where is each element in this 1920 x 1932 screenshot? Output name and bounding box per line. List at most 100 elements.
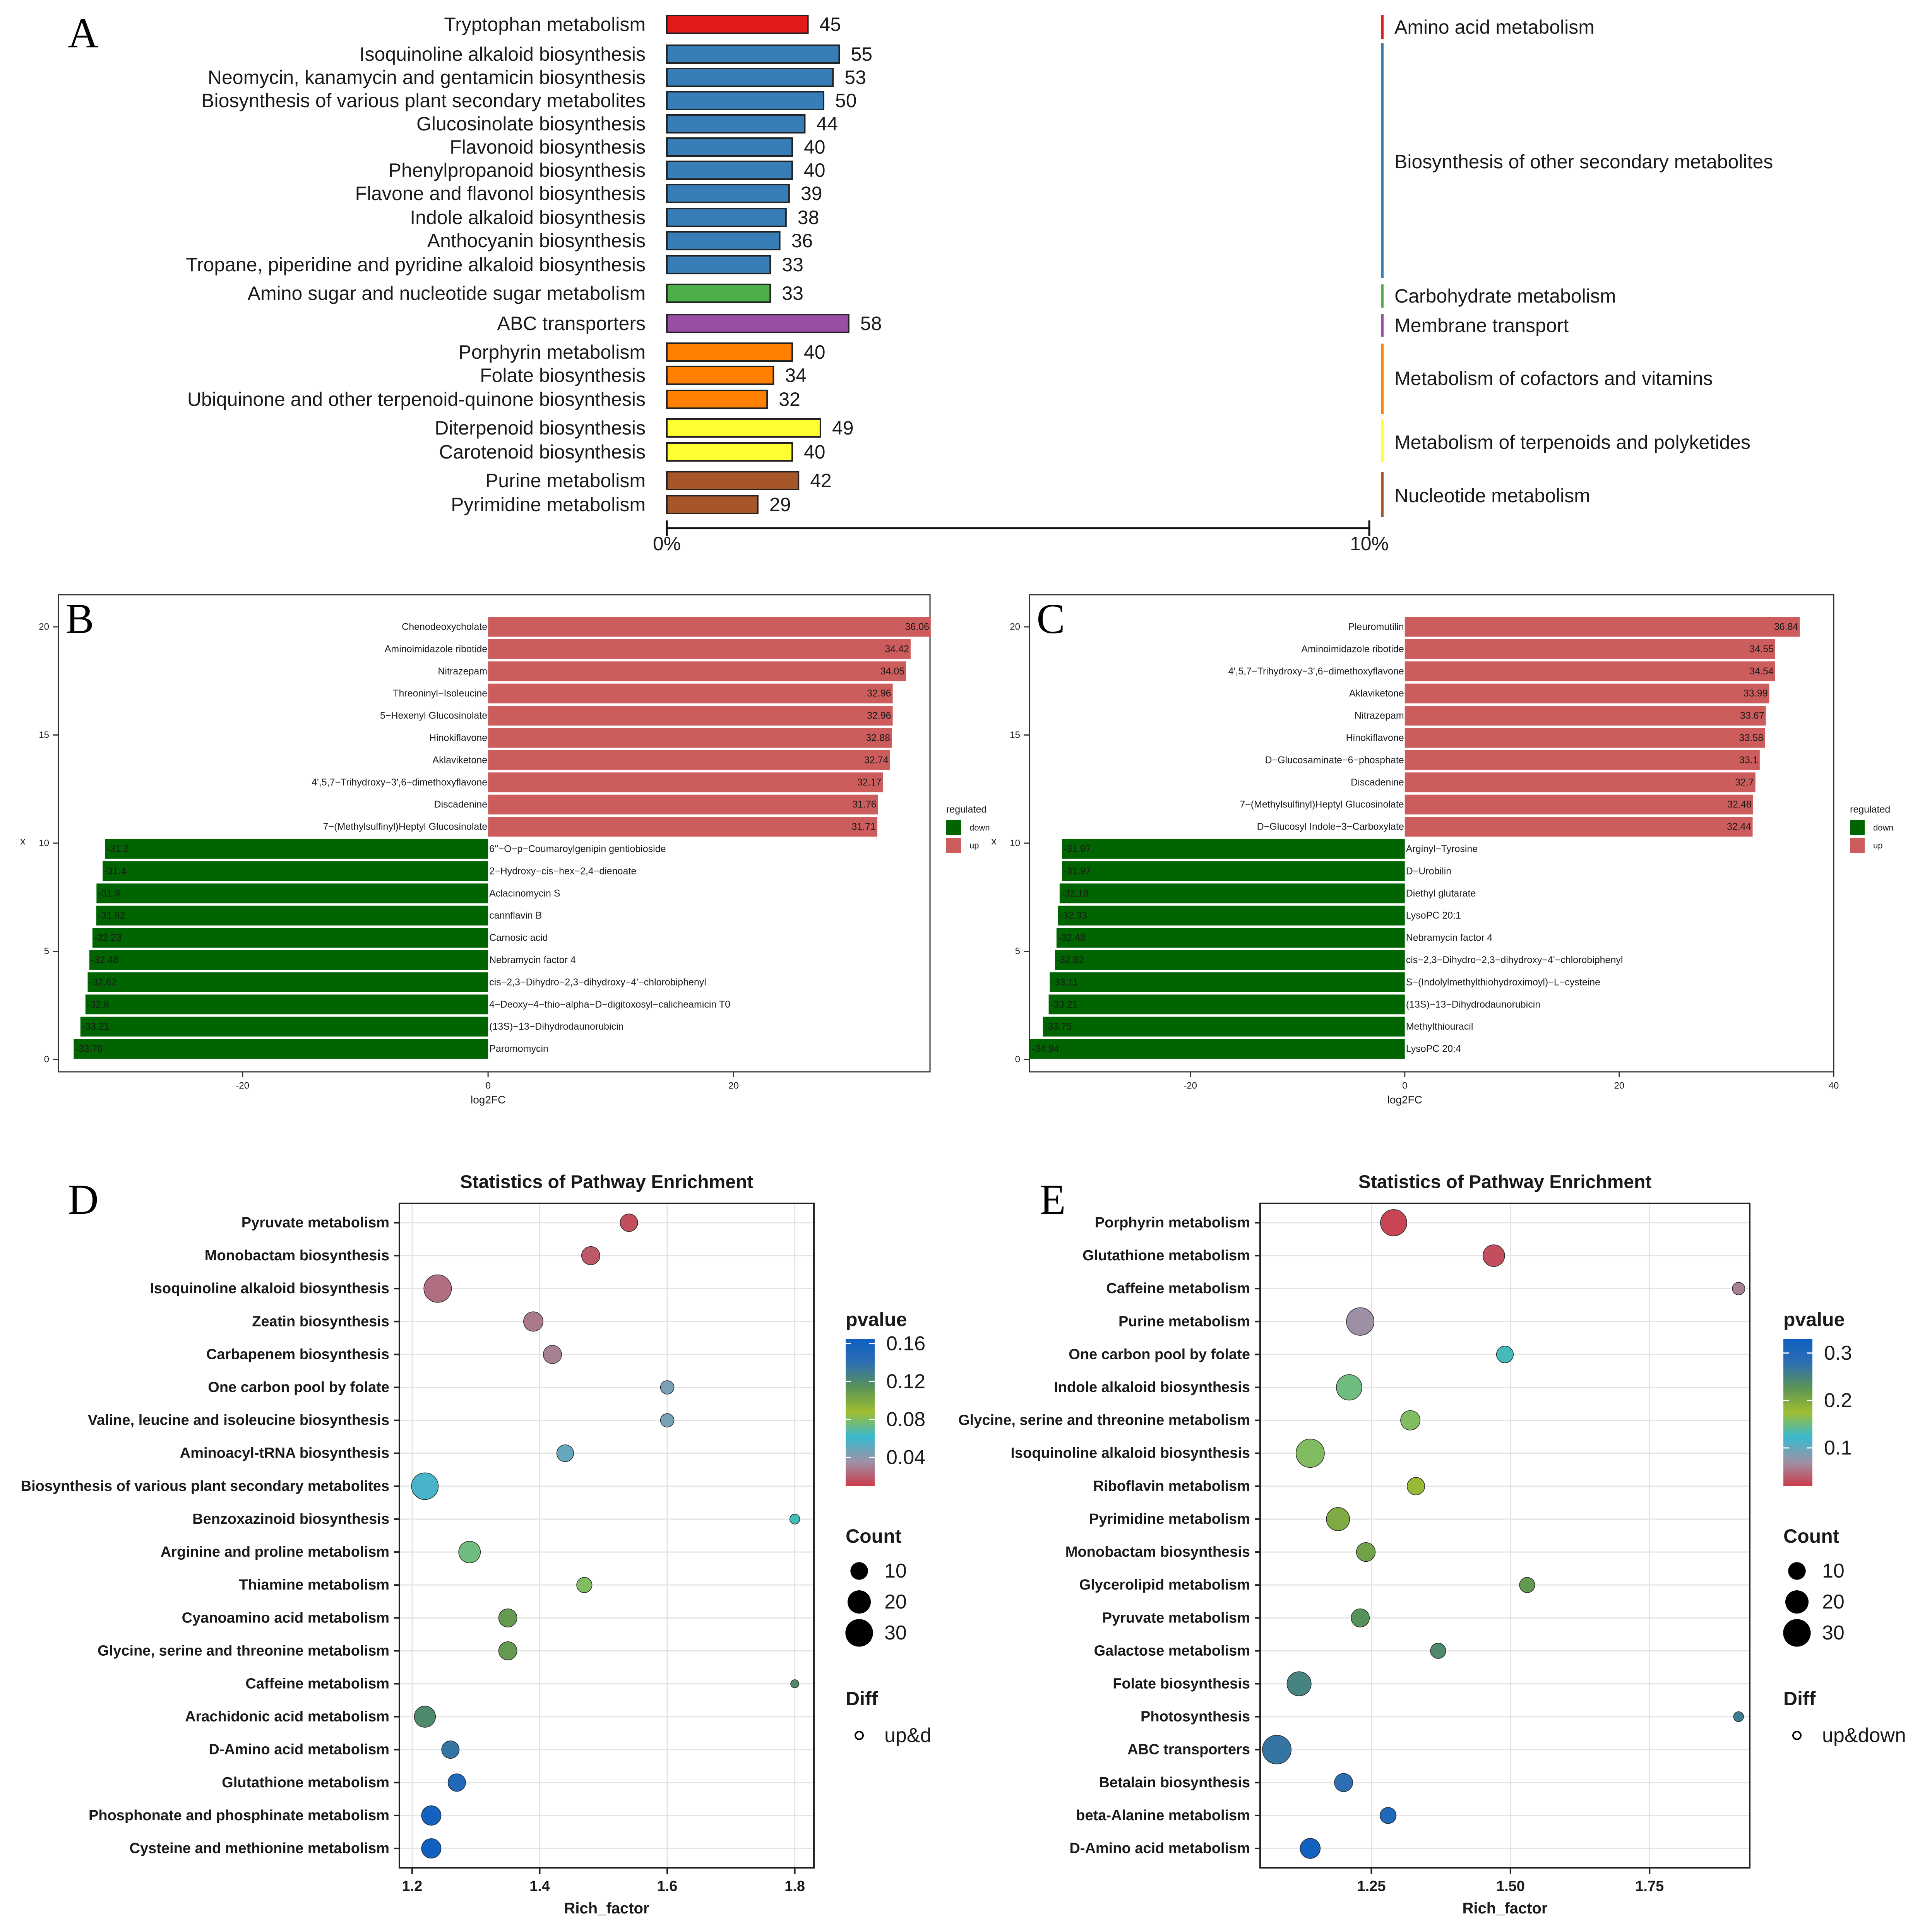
up-bar-hinokiflavone xyxy=(1404,728,1765,748)
plot-border xyxy=(399,1203,815,1869)
y-category-label: Benzoxazinoid biosynthesis xyxy=(192,1511,389,1527)
bar-category-label: ABC transporters xyxy=(497,313,646,334)
up-bar-threoninyl-isoleucine xyxy=(488,683,893,703)
legend-title: regulated xyxy=(1850,804,1890,815)
up-bar-value: 31.71 xyxy=(851,821,876,832)
up-bar-value: 33.58 xyxy=(1739,732,1764,743)
bar-category-label: Flavonoid biosynthesis xyxy=(450,136,646,158)
point-aminoacyl-trna-biosynthesis xyxy=(556,1444,574,1462)
down-bar-label: 4−Deoxy−4−thio−alpha−D−digitoxosyl−calic… xyxy=(489,999,730,1010)
up-bar-value: 32.44 xyxy=(1727,821,1751,832)
legend-size-dot-30 xyxy=(845,1619,873,1647)
bar-value-label: 34 xyxy=(785,364,807,386)
point-abc-transporters xyxy=(1262,1735,1292,1764)
legend-size-label: 10 xyxy=(1822,1560,1845,1582)
group-label: Amino acid metabolism xyxy=(1394,16,1595,38)
legend-shape-label: up&d xyxy=(884,1724,931,1747)
down-bar-label: (13S)−13−Dihydrodaunorubicin xyxy=(1406,999,1540,1010)
down-bar-label: 6''−O−p−Coumaroylgenipin gentiobioside xyxy=(489,844,666,854)
up-bar-discadenine xyxy=(1404,772,1756,792)
bar-value-label: 50 xyxy=(835,90,857,111)
down-bar-carnosic-acid xyxy=(92,928,488,948)
bar-category-label: Neomycin, kanamycin and gentamicin biosy… xyxy=(208,67,646,88)
up-bar-value: 32.96 xyxy=(867,710,891,721)
up-bar-label: Threoninyl−Isoleucine xyxy=(393,688,487,699)
down-bar-label: Aclacinomycin S xyxy=(489,888,560,899)
down-bar-value: -33.75 xyxy=(1045,1021,1072,1032)
panel-b: B 0 5 10 15 20 -20 0 20 log2FC x Chenodeoxycholate 3… xyxy=(21,594,990,1106)
bar-value-label: 33 xyxy=(782,254,803,276)
y-category-label: Cyanoamino acid metabolism xyxy=(182,1610,389,1626)
up-bar-label: D−Glucosyl Indole−3−Carboxylate xyxy=(1257,821,1404,832)
down-bar-value: -32.8 xyxy=(87,999,109,1010)
bar-value-label: 29 xyxy=(769,494,791,515)
bar-value-label: 39 xyxy=(801,183,822,204)
bar-category-label: Folate biosynthesis xyxy=(480,364,646,386)
down-bar-arginyl-tyrosine xyxy=(1062,839,1405,859)
up-bar-value: 34.05 xyxy=(880,666,905,677)
bar-isoquinoline-alkaloid-biosynthesis xyxy=(666,44,840,64)
y-category-label: One carbon pool by folate xyxy=(208,1379,389,1396)
bar-tropane-piperidine-and-pyridine-alkaloid-biosynthesis xyxy=(666,255,771,274)
y-category-label: D-Amino acid metabolism xyxy=(209,1742,389,1758)
y-category-label: Biosynthesis of various plant secondary … xyxy=(21,1478,389,1494)
point-thiamine-metabolism xyxy=(576,1577,593,1593)
y-category-label: Carbapenem biosynthesis xyxy=(206,1346,389,1362)
point-monobactam-biosynthesis xyxy=(1356,1542,1376,1562)
up-bar-nitrazepam xyxy=(488,661,906,681)
bar-value-label: 40 xyxy=(804,159,826,181)
y-category-label: One carbon pool by folate xyxy=(1069,1346,1250,1362)
down-bar-label: Methylthiouracil xyxy=(1406,1021,1473,1032)
down-bar-value: -32.48 xyxy=(91,955,118,965)
point-indole-alkaloid-biosynthesis xyxy=(1336,1374,1362,1401)
point-betalain-biosynthesis xyxy=(1334,1773,1353,1792)
point-zeatin-biosynthesis xyxy=(523,1311,543,1332)
point-carbapenem-biosynthesis xyxy=(543,1345,562,1364)
legend-size-title: Count xyxy=(846,1525,902,1547)
legend-label-up: up xyxy=(1873,841,1882,850)
bar-neomycin-kanamycin-and-gentamicin-biosynthesis xyxy=(666,68,834,87)
y-category-label: Riboflavin metabolism xyxy=(1093,1478,1250,1494)
y-category-label: Glycine, serine and threonine metabolism xyxy=(958,1412,1250,1429)
group-label: Metabolism of cofactors and vitamins xyxy=(1394,368,1713,389)
y-category-label: Monobactam biosynthesis xyxy=(1065,1544,1250,1560)
legend-title: regulated xyxy=(946,804,987,815)
up-bar-label: Pleuromutilin xyxy=(1348,621,1404,632)
up-bar-value: 34.54 xyxy=(1749,666,1774,677)
y-category-label: ABC transporters xyxy=(1127,1742,1250,1758)
bar-category-label: Porphyrin metabolism xyxy=(458,341,646,363)
up-bar-aminoimidazole-ribotide xyxy=(1404,639,1775,659)
up-bar-5-hexenyl-glucosinolate xyxy=(488,706,893,726)
down-bar-paromomycin xyxy=(74,1039,488,1059)
up-bar-7-methylsulfinyl-heptyl-glucosinolate xyxy=(1404,794,1753,815)
bar-category-label: Glucosinolate biosynthesis xyxy=(416,113,646,135)
legend-color-title: pvalue xyxy=(846,1309,907,1330)
x-axis-title: Rich_factor xyxy=(564,1900,649,1917)
y-category-label: Caffeine metabolism xyxy=(245,1675,389,1692)
bar-porphyrin-metabolism xyxy=(666,342,793,362)
bar-value-label: 53 xyxy=(844,67,866,88)
plot-border xyxy=(1259,1203,1750,1869)
y-tick-label: 20 xyxy=(1010,622,1020,632)
up-bar-label: Hinokiflavone xyxy=(429,732,487,743)
chart-title: Statistics of Pathway Enrichment xyxy=(460,1172,754,1193)
down-bar-label: cannflavin B xyxy=(489,910,542,921)
colorbar-tick-label: 0.2 xyxy=(1824,1389,1852,1412)
panel-c: C 0 5 10 15 20 -20 0 20 40 log2FC x Pleuromutilin 36.… xyxy=(992,594,1894,1106)
x-tick-label: 0 xyxy=(1402,1081,1407,1091)
down-bar-value: -33.21 xyxy=(1050,999,1078,1010)
legend-size-label: 20 xyxy=(884,1591,907,1613)
chart-title: Statistics of Pathway Enrichment xyxy=(1358,1172,1652,1193)
y-category-label: Valine, leucine and isoleucine biosynthe… xyxy=(88,1412,389,1429)
up-bar-label: Discadenine xyxy=(1351,777,1404,788)
up-bar-label: 5−Hexenyl Glucosinolate xyxy=(380,710,487,721)
y-category-label: Glutathione metabolism xyxy=(1082,1248,1250,1264)
point-glutathione-metabolism xyxy=(447,1773,466,1792)
up-bar-label: Nitrazepam xyxy=(438,666,487,677)
down-bar-4-deoxy-4-thio-alpha-d-digitoxosyl-calicheamicin-t0 xyxy=(85,994,488,1015)
y-category-label: Zeatin biosynthesis xyxy=(252,1313,389,1330)
up-bar-hinokiflavone xyxy=(488,728,892,748)
y-category-label: Monobactam biosynthesis xyxy=(205,1248,389,1264)
x-tick-label: -20 xyxy=(1184,1081,1197,1091)
panel-e: Statistics of Pathway Enrichment E 1.25 1.5… xyxy=(958,1172,1906,1917)
